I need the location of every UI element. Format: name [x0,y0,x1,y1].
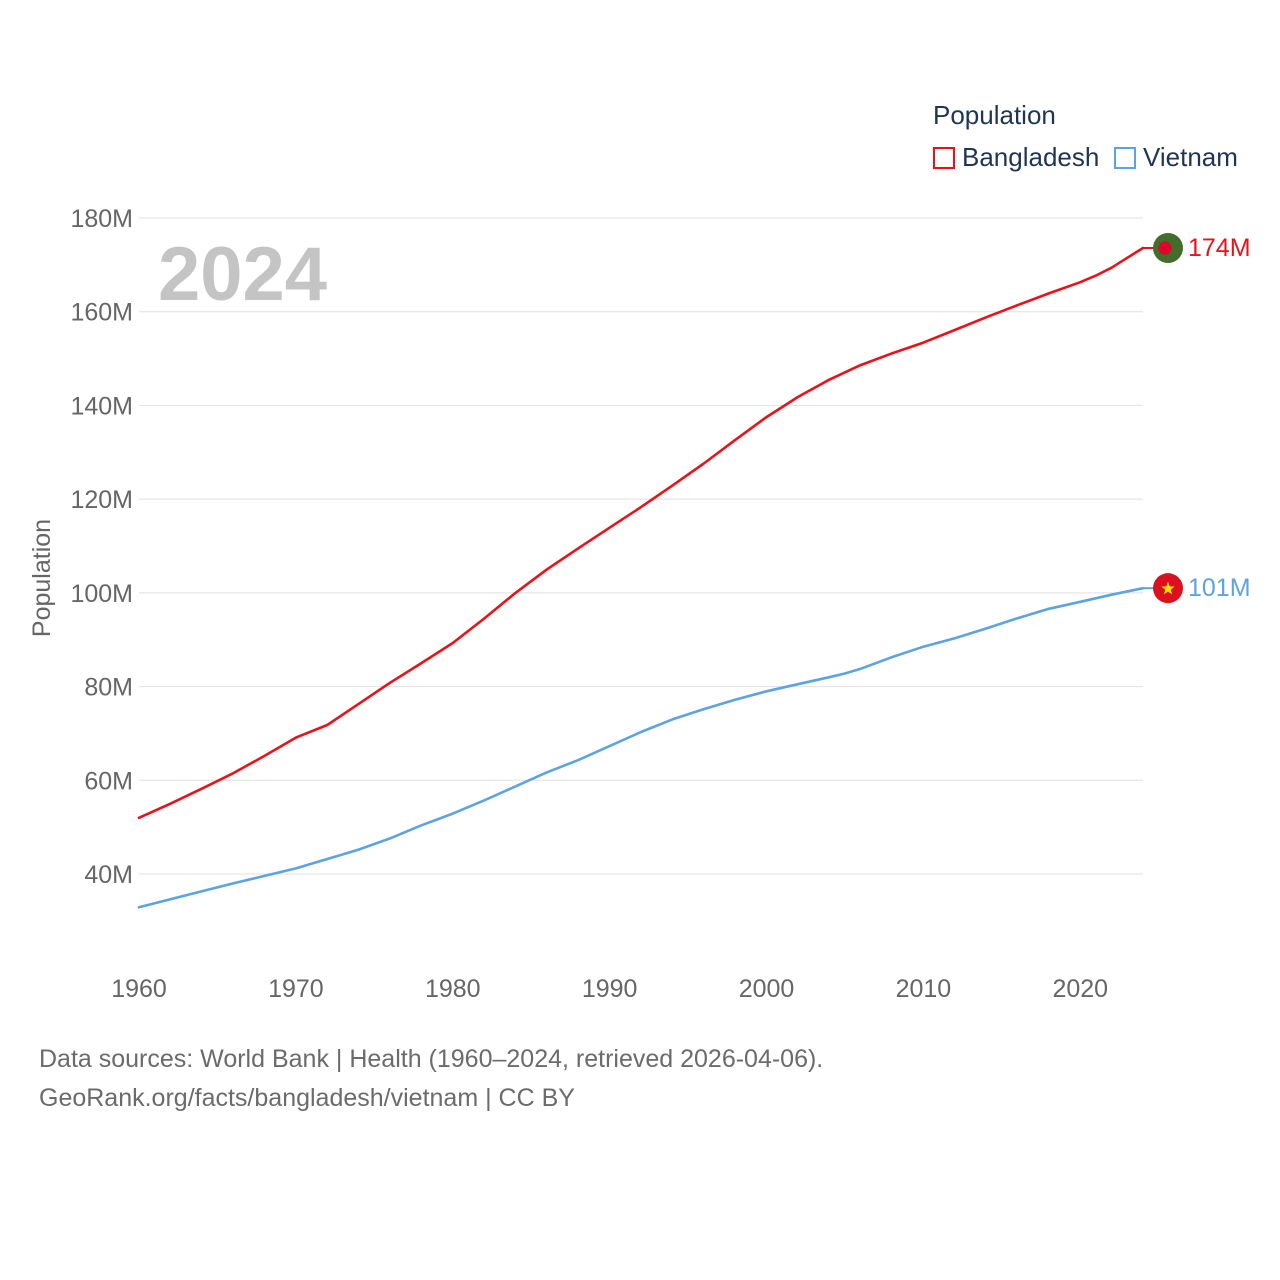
series-lines [137,246,1145,909]
legend-swatch-vietnam [1114,146,1136,169]
x-tick-label: 2010 [896,975,952,1003]
x-tick-label: 2020 [1052,975,1108,1003]
legend-label-vietnam: Vietnam [1143,142,1238,172]
legend-swatch-bangladesh [933,146,955,169]
y-axis-title: Population [28,519,56,637]
y-tick-label: 140M [70,392,133,420]
source-link[interactable]: GeoRank.org/facts/bangladesh/vietnam | C… [39,1084,575,1112]
grid-lines [139,217,1143,875]
legend-item-bangladesh[interactable]: Bangladesh [933,142,1099,173]
bangladesh-flag-icon [1153,232,1183,263]
legend-label-bangladesh: Bangladesh [962,142,1100,172]
flag-disc [1158,241,1172,255]
y-tick-label: 100M [70,580,133,608]
series-end-markers: 174M 101M [1143,232,1251,604]
legend-title: Population [933,100,1056,130]
y-axis-ticks: 40M 60M 80M 100M 120M 140M 160M 180M [70,205,133,889]
end-value-label-vietnam: 101M [1188,574,1251,602]
y-tick-label: 160M [70,299,133,327]
end-value-label-bangladesh: 174M [1188,234,1251,262]
x-tick-label: 1990 [582,975,638,1003]
vietnam-flag-icon [1153,573,1183,604]
current-year-label: 2024 [158,232,327,317]
y-tick-label: 40M [84,861,133,889]
flag-star [1161,581,1175,595]
x-tick-label: 1970 [268,975,324,1003]
legend-item-vietnam[interactable]: Vietnam [1114,142,1238,173]
y-tick-label: 80M [84,674,133,702]
y-tick-label: 120M [70,486,133,514]
x-tick-label: 2000 [739,975,795,1003]
series-line-bangladesh [137,246,1145,820]
y-tick-label: 180M [70,205,133,233]
series-line-vietnam [137,586,1145,909]
source-text: Data sources: World Bank | Health (1960–… [39,1045,824,1073]
y-tick-label: 60M [84,767,133,795]
x-axis-ticks: 1960 1970 1980 1990 2000 2010 2020 [111,975,1108,1003]
x-tick-label: 1980 [425,975,481,1003]
x-tick-label: 1960 [111,975,167,1003]
